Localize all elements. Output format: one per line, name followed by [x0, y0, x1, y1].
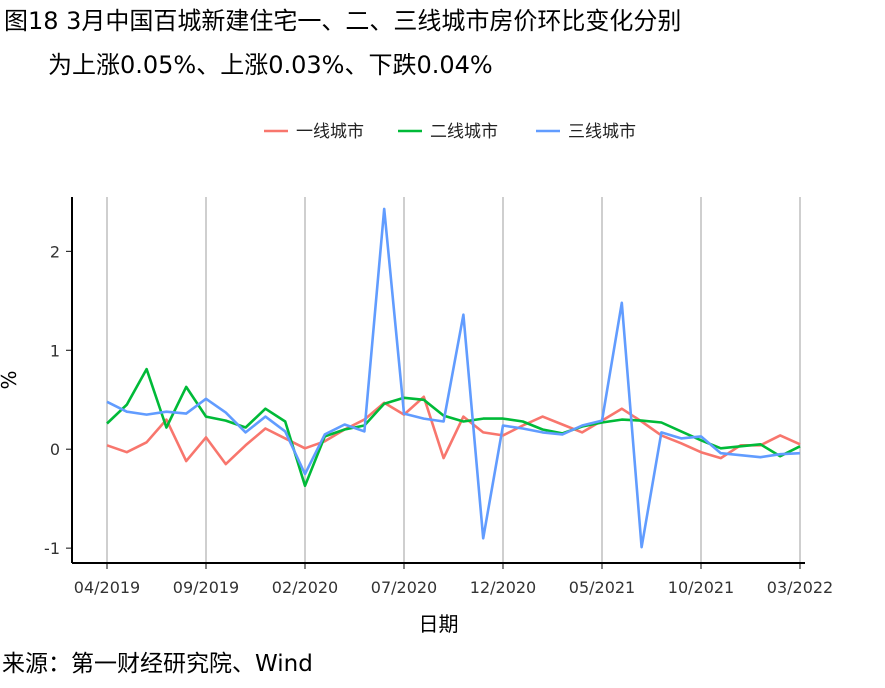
legend-item: 三线城市 — [536, 122, 636, 142]
series-line — [106, 367, 801, 488]
y-axis-title: % — [0, 370, 21, 389]
series-layer — [106, 207, 801, 549]
x-tick-label: 07/2020 — [371, 578, 437, 597]
chart-title-line-2: 为上涨0.05%、上涨0.03%、下跌0.04% — [48, 51, 493, 79]
x-tick-label: 10/2021 — [668, 578, 734, 597]
source-note: 来源：第一财经研究院、Wind — [2, 651, 313, 677]
y-tick-label: 1 — [50, 341, 60, 360]
y-tick-label: 2 — [50, 242, 60, 261]
x-tick-label: 09/2019 — [173, 578, 239, 597]
legend-item: 二线城市 — [398, 122, 498, 142]
legend-label: 一线城市 — [296, 122, 364, 142]
x-axis-title: 日期 — [419, 612, 459, 636]
axes: 04/2019 09/2019 02/2020 07/2020 12/2020 05/20… — [44, 197, 833, 597]
series-line — [106, 395, 801, 466]
legend-item: 一线城市 — [264, 122, 364, 142]
series-line — [106, 207, 801, 549]
x-tick-label: 05/2021 — [569, 578, 635, 597]
legend: 一线城市 二线城市 三线城市 — [264, 122, 636, 142]
y-tick-label: 0 — [50, 440, 60, 459]
chart-title-line-1: 图18 3月中国百城新建住宅一、二、三线城市房价环比变化分别 — [4, 7, 682, 35]
legend-label: 三线城市 — [568, 122, 636, 142]
x-tick-label: 02/2020 — [272, 578, 338, 597]
legend-label: 二线城市 — [430, 122, 498, 142]
grid-lines — [106, 197, 801, 563]
x-tick-label: 12/2020 — [470, 578, 536, 597]
x-tick-label: 03/2022 — [767, 578, 833, 597]
y-tick-label: -1 — [44, 539, 60, 558]
x-tick-label: 04/2019 — [74, 578, 140, 597]
